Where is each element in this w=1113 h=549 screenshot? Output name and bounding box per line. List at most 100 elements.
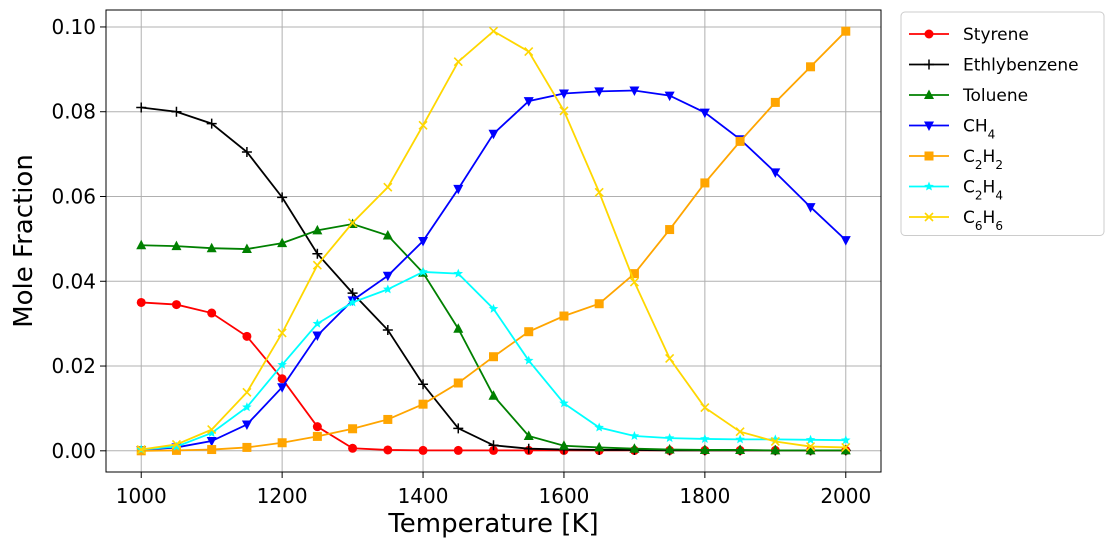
data-point <box>206 437 217 447</box>
data-point <box>418 399 428 409</box>
data-point <box>453 268 464 278</box>
series-4 <box>136 26 851 456</box>
legend-item: C6H6 <box>909 208 1003 233</box>
data-point <box>241 420 252 431</box>
legend-marker <box>924 121 934 131</box>
data-point <box>629 443 640 453</box>
x-tick-label: 2000 <box>820 484 871 508</box>
x-tick-label: 1000 <box>116 484 167 508</box>
series-3 <box>136 86 851 456</box>
data-point <box>735 444 746 454</box>
y-axis-title: Mole Fraction <box>9 154 39 328</box>
data-point <box>735 427 745 437</box>
legend-item: C2H4 <box>909 178 1003 203</box>
data-point <box>348 218 358 228</box>
legend-marker <box>924 59 934 70</box>
legend-label: C2H4 <box>963 178 1003 203</box>
data-point <box>664 91 675 102</box>
data-point <box>418 266 428 276</box>
data-point <box>453 378 463 388</box>
data-point <box>665 353 675 363</box>
data-point <box>594 299 604 309</box>
data-point <box>171 445 181 455</box>
data-point <box>594 422 604 432</box>
series-0 <box>136 297 851 455</box>
data-point <box>382 229 393 240</box>
data-point <box>382 325 393 336</box>
data-point <box>805 203 816 213</box>
data-point <box>699 444 710 454</box>
data-point <box>312 224 323 235</box>
series-line <box>141 30 846 451</box>
legend-label: Styrene <box>963 25 1029 45</box>
legend-item: Toluene <box>909 86 1028 106</box>
data-point <box>664 433 675 443</box>
data-point <box>488 440 499 451</box>
data-point <box>241 243 252 254</box>
data-point <box>806 62 816 72</box>
data-point <box>171 106 182 117</box>
legend-marker <box>924 181 934 191</box>
y-tick-label: 0.04 <box>51 269 96 293</box>
data-point <box>559 106 569 116</box>
data-point <box>277 237 288 248</box>
legend-label-part: H <box>983 147 996 167</box>
data-point <box>700 433 710 443</box>
data-point <box>277 383 288 393</box>
x-tick-label: 1600 <box>539 484 590 508</box>
legend-label-part: H <box>983 178 996 198</box>
data-point <box>840 236 851 246</box>
data-point <box>488 129 499 140</box>
data-point <box>488 303 499 313</box>
legend-label-part: C <box>963 208 975 228</box>
data-point <box>277 438 287 448</box>
data-point <box>383 445 393 455</box>
data-point <box>629 277 639 287</box>
data-point <box>629 430 640 441</box>
legend-label-part: C <box>963 147 975 167</box>
data-point <box>453 423 464 434</box>
data-point <box>136 297 146 307</box>
data-point <box>594 441 605 452</box>
data-point <box>383 182 393 192</box>
data-point <box>735 434 745 444</box>
data-point <box>524 46 534 57</box>
legend-marker <box>924 89 934 99</box>
data-point <box>312 422 322 432</box>
x-tick-label: 1400 <box>398 484 449 508</box>
data-point <box>770 436 780 447</box>
y-tick-label: 0.00 <box>51 439 96 463</box>
data-point <box>312 318 323 328</box>
data-point <box>524 327 534 337</box>
y-tick-label: 0.06 <box>51 184 96 208</box>
data-point <box>664 444 675 454</box>
data-point <box>242 331 252 341</box>
data-point <box>629 269 639 279</box>
data-point <box>382 271 393 282</box>
data-point <box>277 328 287 338</box>
data-point <box>700 403 710 413</box>
data-point <box>348 424 358 434</box>
data-point <box>700 178 710 188</box>
legend-item: C2H2 <box>909 147 1003 172</box>
axis-ticks: 1000 1200 1400 1600 1800 2000 0.00 0.02 0.04 0.06… <box>51 15 871 508</box>
data-point <box>770 168 781 178</box>
data-point <box>207 308 217 318</box>
legend-label: C6H6 <box>963 208 1003 233</box>
data-point <box>383 284 393 294</box>
legend: StyreneEthlybenzeneTolueneCH4C2H2C2H4C6H… <box>900 11 1105 236</box>
series-5 <box>136 266 851 454</box>
data-point <box>558 89 569 99</box>
legend-item: Styrene <box>909 25 1029 45</box>
legend-item: Ethlybenzene <box>909 56 1079 76</box>
legend-label: Toluene <box>962 86 1028 106</box>
data-point <box>277 192 288 203</box>
data-point <box>206 242 217 253</box>
series-line <box>141 30 847 452</box>
data-point <box>629 86 640 97</box>
data-point <box>523 430 534 440</box>
data-point <box>242 402 252 412</box>
data-point <box>171 300 181 310</box>
data-point <box>242 442 252 452</box>
legend-label-part: 4 <box>995 189 1003 203</box>
